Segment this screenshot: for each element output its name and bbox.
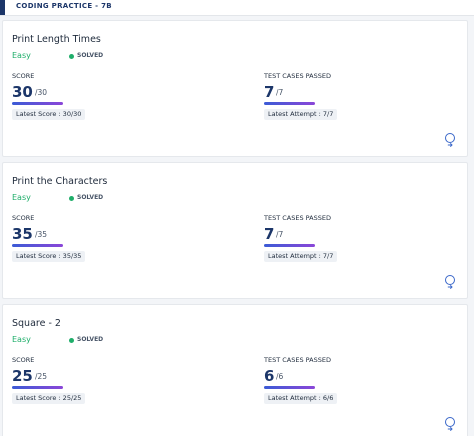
latest-attempt: Latest Attempt : 7/7 — [264, 109, 338, 120]
problem-card: Square - 2 Easy SOLVED SCORE 25/25 Latest Sco… — [2, 304, 468, 436]
header — [0, 0, 474, 16]
header-accent — [0, 0, 5, 15]
status: SOLVED — [77, 194, 104, 201]
status: SOLVED — [77, 336, 104, 343]
tests: 7 — [264, 83, 275, 101]
tests-total: /7 — [276, 88, 284, 97]
score-total: /25 — [35, 372, 48, 381]
difficulty: Easy — [12, 193, 31, 202]
arrow-icon — [447, 284, 453, 290]
tests-label: TEST CASES PASSED — [264, 72, 331, 80]
problem-title: Print the Characters — [12, 176, 108, 187]
score: 25 — [12, 367, 33, 385]
score-total: /35 — [35, 230, 48, 239]
problem-card: Print Length Times Easy SOLVED SCORE 30/30 La… — [2, 20, 468, 157]
latest-score: Latest Score : 35/35 — [12, 251, 86, 262]
score: 35 — [12, 225, 33, 243]
tests: 6 — [264, 367, 275, 385]
score-label: SCORE — [12, 356, 35, 364]
score-bar — [12, 244, 63, 247]
arrow-icon — [447, 142, 453, 148]
status: SOLVED — [77, 52, 104, 59]
tests-bar — [264, 386, 315, 389]
score-label: SCORE — [12, 214, 35, 222]
score: 30 — [12, 83, 33, 101]
score-bar — [12, 102, 63, 105]
tests-total: /6 — [276, 372, 284, 381]
open-button[interactable] — [445, 417, 455, 432]
problem-card: Print the Characters Easy SOLVED SCORE 35/35… — [2, 162, 468, 299]
latest-score: Latest Score : 30/30 — [12, 109, 86, 120]
tests-bar — [264, 102, 315, 105]
latest-score: Latest Score : 25/25 — [12, 393, 86, 404]
problem-title: Square - 2 — [12, 318, 61, 329]
arrow-icon — [447, 426, 453, 432]
difficulty: Easy — [12, 335, 31, 344]
header-title: CODING PRACTICE - 7B — [16, 2, 112, 10]
status-dot — [69, 338, 74, 343]
latest-attempt: Latest Attempt : 7/7 — [264, 251, 338, 262]
open-button[interactable] — [445, 133, 455, 148]
open-button[interactable] — [445, 275, 455, 290]
tests: 7 — [264, 225, 275, 243]
status-dot — [69, 54, 74, 59]
problem-title: Print Length Times — [12, 34, 101, 45]
tests-bar — [264, 244, 315, 247]
tests-label: TEST CASES PASSED — [264, 356, 331, 364]
score-bar — [12, 386, 63, 389]
tests-total: /7 — [276, 230, 284, 239]
score-label: SCORE — [12, 72, 35, 80]
latest-attempt: Latest Attempt : 6/6 — [264, 393, 338, 404]
difficulty: Easy — [12, 51, 31, 60]
score-total: /30 — [35, 88, 48, 97]
status-dot — [69, 196, 74, 201]
tests-label: TEST CASES PASSED — [264, 214, 331, 222]
